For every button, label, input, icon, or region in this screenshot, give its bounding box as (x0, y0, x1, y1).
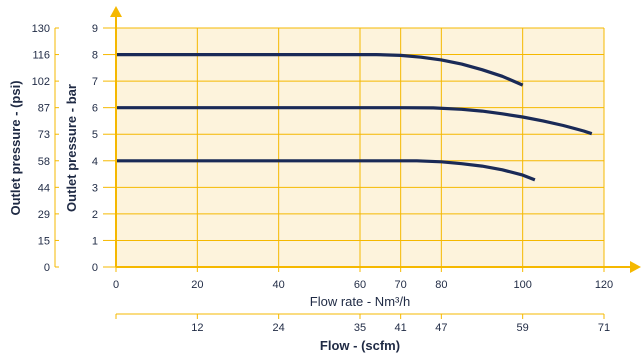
x-tick-label: 0 (113, 279, 119, 291)
x-axis-arrow (630, 261, 641, 273)
x-tick-label: 80 (435, 279, 447, 291)
x-tick-label: 100 (513, 279, 531, 291)
y-tick-label: 1 (92, 235, 98, 247)
psi-tick-label: 87 (38, 103, 50, 115)
scfm-tick-label: 35 (354, 322, 366, 334)
y-axis-title: Outlet pressure - bar (64, 84, 79, 212)
x-tick-label: 40 (273, 279, 285, 291)
y-secondary-axis-title: Outlet pressure - (psi) (8, 80, 23, 215)
scfm-tick-label: 59 (517, 322, 529, 334)
pressure-curve (116, 106, 593, 136)
tick-labels: 0 20 40 60 70 80 100 12001234567890152944587387… (32, 23, 614, 334)
psi-tick-label: 116 (32, 50, 50, 62)
y-axis-arrow (110, 6, 122, 17)
psi-tick-label: 29 (38, 209, 50, 221)
x-tick-label: 60 (354, 279, 366, 291)
psi-tick-label: 130 (32, 23, 50, 35)
psi-tick-label: 44 (38, 182, 50, 194)
pressure-curves (116, 52, 593, 182)
x-tick-label: 120 (595, 279, 613, 291)
psi-tick-label: 58 (38, 156, 50, 168)
x-tick-label: 20 (191, 279, 203, 291)
psi-tick-label: 73 (38, 129, 50, 141)
psi-tick-label: 102 (32, 76, 50, 88)
scfm-tick-label: 47 (435, 322, 447, 334)
scfm-tick-label: 24 (273, 322, 285, 334)
y-tick-label: 9 (92, 23, 98, 35)
scfm-tick-label: 41 (395, 322, 407, 334)
scfm-tick-label: 12 (191, 322, 203, 334)
pressure-curve (116, 159, 536, 182)
y-tick-label: 4 (92, 156, 98, 168)
y-tick-label: 0 (92, 262, 98, 274)
x-tick-label: 70 (395, 279, 407, 291)
psi-tick-label: 15 (38, 235, 50, 247)
y-tick-label: 6 (92, 103, 98, 115)
pressure-curve (116, 52, 524, 87)
y-tick-label: 2 (92, 209, 98, 221)
x-secondary-axis-title: Flow - (scfm) (320, 338, 400, 353)
y-tick-label: 3 (92, 182, 98, 194)
psi-tick-label: 0 (44, 262, 50, 274)
y-tick-label: 8 (92, 50, 98, 62)
y-tick-label: 5 (92, 129, 98, 141)
x-axis-title: Flow rate - Nm³/h (310, 294, 410, 309)
y-tick-label: 7 (92, 76, 98, 88)
scfm-tick-label: 71 (598, 322, 610, 334)
